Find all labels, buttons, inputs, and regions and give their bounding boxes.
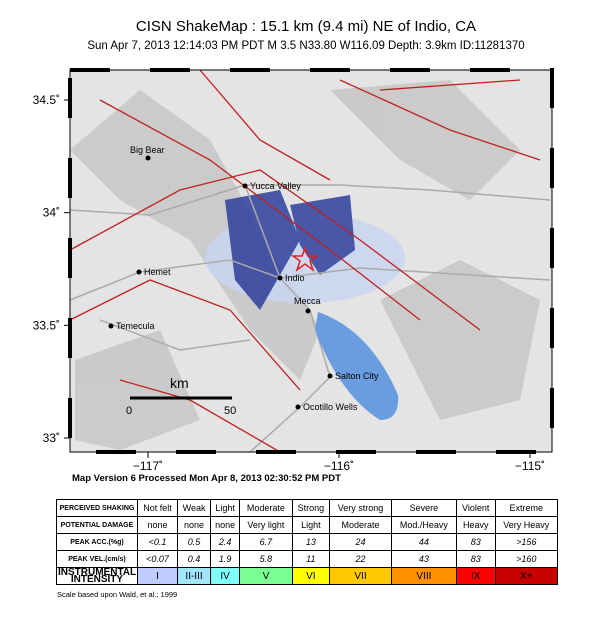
table-cell: Strong (291, 499, 331, 517)
scale-label: 50 (224, 405, 236, 417)
table-cell: 0.4 (177, 550, 211, 568)
city-label: Ocotillo Wells (303, 402, 358, 412)
table-cell: Very light (239, 516, 293, 534)
city-label: Mecca (294, 296, 321, 306)
table-cell: Heavy (455, 516, 496, 534)
table-cell: 6.7 (239, 533, 293, 551)
row-header: INSTRUMENTAL INTENSITY (56, 567, 138, 585)
table-cell: I (136, 567, 179, 585)
city-label: Temecula (116, 321, 155, 331)
city-label: Hemet (144, 267, 171, 277)
intensity-table: PERCEIVED SHAKING Not felt Weak Light Modera… (56, 499, 559, 585)
table-cell: 22 (329, 550, 392, 568)
table-cell: 2.4 (209, 533, 241, 551)
epicenter (290, 245, 320, 273)
city-label: Indio (285, 273, 305, 283)
row-header: PERCEIVED SHAKING (56, 499, 138, 517)
table-cell: Very Heavy (494, 516, 559, 534)
row-header: POTENTIAL DAMAGE (56, 516, 138, 534)
scale-bar: km 0 50 (126, 375, 236, 417)
table-cell: <0.07 (136, 550, 179, 568)
x-tick-label: −116˚ (324, 459, 354, 472)
table-cell: II-III (177, 567, 211, 585)
city-label: Salton City (335, 371, 379, 381)
table-cell: >156 (494, 533, 559, 551)
table-cell: 5.8 (239, 550, 293, 568)
row-header: PEAK ACC.(%g) (56, 533, 138, 551)
y-tick-label: 33.5˚ (33, 318, 60, 332)
table-cell: VI (291, 567, 331, 585)
table-cell: Weak (177, 499, 211, 517)
map: Big Bear Yucca Valley Hemet Indio Mecca … (33, 68, 554, 472)
table-cell: 0.5 (177, 533, 211, 551)
x-tick-label: −115˚ (515, 459, 545, 472)
table-cell: Light (209, 499, 241, 517)
table-cell: Very strong (329, 499, 392, 517)
scale-note: Scale based upon Wald, et al.; 1999 (57, 590, 178, 599)
table-cell: V (239, 567, 293, 585)
y-tick-label: 33˚ (43, 431, 60, 445)
table-cell: VII (329, 567, 392, 585)
map-title: CISN ShakeMap : 15.1 km (9.4 mi) NE of I… (135, 18, 477, 35)
map-subtitle: Sun Apr 7, 2013 12:14:03 PM PDT M 3.5 N3… (87, 40, 525, 52)
shaking-area (205, 190, 405, 310)
table-cell: 1.9 (209, 550, 241, 568)
table-cell: Moderate (239, 499, 293, 517)
faults (69, 69, 541, 453)
table-cell: 43 (390, 550, 457, 568)
table-cell: Moderate (329, 516, 392, 534)
table-cell: Light (291, 516, 331, 534)
table-cell: none (136, 516, 179, 534)
table-cell: IV (209, 567, 241, 585)
hillshade (70, 80, 540, 450)
table-cell: none (209, 516, 241, 534)
table-cell: 11 (291, 550, 331, 568)
y-tick-label: 34˚ (43, 206, 60, 220)
table-cell: Severe (390, 499, 457, 517)
table-row: PERCEIVED SHAKING Not felt Weak Light Modera… (56, 499, 559, 517)
table-cell: X+ (494, 567, 559, 585)
cities: Big Bear Yucca Valley Hemet Indio Mecca … (108, 145, 379, 412)
salton-sea (315, 312, 399, 420)
table-row: PEAK VEL.(cm/s) <0.07 0.4 1.9 5.8 11 22 43 83 >16… (56, 550, 559, 568)
table-cell: Not felt (136, 499, 179, 517)
city-label: Big Bear (130, 145, 165, 155)
x-tick-label: −117˚ (133, 459, 163, 472)
table-cell: 83 (455, 533, 496, 551)
table-cell: Extreme (494, 499, 559, 517)
table-cell: Violent (455, 499, 496, 517)
table-cell: 44 (390, 533, 457, 551)
table-cell: Mod./Heavy (390, 516, 457, 534)
city-label: Yucca Valley (250, 181, 301, 191)
scale-unit: km (170, 375, 189, 391)
processed-note: Map Version 6 Processed Mon Apr 8, 2013 … (72, 473, 341, 484)
table-cell: none (177, 516, 211, 534)
scale-label: 0 (126, 405, 132, 417)
row-header: PEAK VEL.(cm/s) (56, 550, 138, 568)
table-row: POTENTIAL DAMAGE none none none Very light Li… (56, 516, 559, 534)
table-row: INSTRUMENTAL INTENSITY I II-III IV V VI VII VII… (56, 567, 559, 585)
table-cell: 83 (455, 550, 496, 568)
table-cell: IX (455, 567, 496, 585)
map-border (69, 69, 553, 453)
table-cell: 24 (329, 533, 392, 551)
table-row: PEAK ACC.(%g) <0.1 0.5 2.4 6.7 13 24 44 83 >156 (56, 533, 559, 551)
table-cell: >160 (494, 550, 559, 568)
table-cell: <0.1 (136, 533, 179, 551)
table-cell: VIII (390, 567, 457, 585)
y-tick-label: 34.5˚ (33, 93, 60, 107)
table-cell: 13 (291, 533, 331, 551)
